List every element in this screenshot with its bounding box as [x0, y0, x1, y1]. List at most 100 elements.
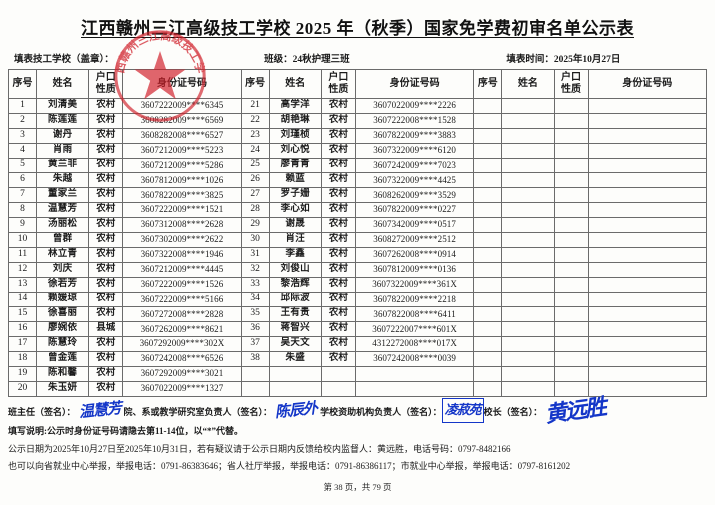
- cell-hukou: 农村: [88, 380, 124, 397]
- cell-hukou: [553, 112, 589, 129]
- cell-id: [587, 142, 708, 159]
- signature-row: 班主任（签名）： 温慧芳 院、系或教学研究室负责人（签名）： 陈辰外 学校资助机…: [8, 393, 707, 426]
- cell-id: [587, 202, 708, 219]
- cell-id: 3607322009****4425: [354, 172, 475, 189]
- cell-id: 3608282009****6569: [122, 112, 242, 129]
- cell-id: [587, 336, 708, 353]
- table-row: 14 赖媛琼 农村 3607222009****5166 34 邱际波 农村 36078220…: [7, 291, 708, 308]
- cell-name: 刘庆: [36, 261, 90, 278]
- header-hukou-line1: 户口: [95, 72, 116, 84]
- cell-id: 3607822008****6411: [354, 306, 475, 323]
- header-hukou-line2: 性质: [561, 83, 582, 95]
- cell-id: 3607822009****3825: [122, 187, 242, 204]
- cell-name: 董家兰: [36, 187, 90, 204]
- cell-id: 3607812009****1026: [122, 172, 242, 189]
- cell-id: 3607212009****5223: [122, 142, 242, 159]
- cell-id: 3607222009****6345: [122, 97, 242, 114]
- cell-seq: 36: [240, 321, 270, 338]
- cell-id: [587, 127, 708, 144]
- cell-seq: 31: [240, 246, 270, 263]
- cell-id: [587, 157, 708, 174]
- header-hukou-1: 户口 性质: [88, 68, 124, 99]
- cell-hukou: 农村: [88, 365, 124, 382]
- fill-date-label: 填表时间：2025年10月27日: [506, 54, 621, 65]
- banzhuren-signature: 温慧芳: [77, 400, 122, 421]
- header-hukou-line1: 户口: [328, 72, 349, 84]
- table-row: 18 曾金莲 农村 3607242008****6526 38 朱盛 农村 360724200…: [7, 351, 708, 367]
- cell-hukou: 农村: [88, 157, 124, 174]
- cell-name: [501, 157, 555, 174]
- cell-hukou: [553, 172, 589, 189]
- cell-id: 3607822009****0227: [354, 202, 475, 219]
- cell-name: [501, 231, 555, 248]
- cell-hukou: 农村: [88, 172, 124, 189]
- cell-hukou: [553, 97, 589, 114]
- cell-hukou: 农村: [320, 202, 356, 219]
- cell-hukou: 农村: [320, 336, 356, 353]
- table-row: 9 汤丽松 农村 3607312008****2628 29 谢晟 农村 3607342009…: [7, 217, 708, 233]
- cell-id: [587, 112, 708, 129]
- table-row: 15 徐喜丽 农村 3607272008****2828 35 王有贵 农村 36078220…: [7, 306, 708, 323]
- cell-hukou: 农村: [88, 261, 124, 278]
- cell-id: [587, 321, 708, 338]
- header-id-2: 身份证号码: [354, 68, 475, 99]
- cell-name: 朱盛: [268, 351, 322, 367]
- cell-hukou: 农村: [88, 291, 124, 308]
- header-hukou-2: 户口 性质: [320, 68, 356, 99]
- cell-name: 蒋智兴: [268, 321, 322, 338]
- cell-name: 李鑫: [268, 246, 322, 263]
- table-row: 1 刘清美 农村 3607222009****6345 21 高学洋 农村 360702200…: [7, 97, 708, 114]
- header-seq-2: 序号: [240, 68, 270, 99]
- cell-id: 3607822009****2218: [354, 291, 475, 308]
- cell-id: 3607292009****302X: [122, 336, 242, 353]
- cell-name: 刘瑾桢: [268, 127, 322, 144]
- cell-name: 刘俊山: [268, 261, 322, 278]
- cell-id: 3607262008****0914: [354, 246, 475, 263]
- cell-seq: 37: [240, 336, 270, 353]
- zizhu-label: 学校资助机构负责人（签名）：: [320, 406, 442, 417]
- header-id-3: 身份证号码: [587, 68, 708, 99]
- cell-seq: 4: [7, 142, 38, 159]
- cell-name: [501, 306, 555, 323]
- cell-name: 朱越: [36, 172, 90, 189]
- cell-seq: [473, 157, 503, 174]
- table-row: 17 陈慧玲 农村 3607292009****302X 37 吴天文 农村 43122720…: [7, 336, 708, 353]
- cell-id: [587, 231, 708, 248]
- cell-hukou: 农村: [320, 187, 356, 204]
- cell-hukou: [553, 127, 589, 144]
- table-row: 10 曾群 农村 3607302009****2622 30 肖汪 农村 3608272009…: [7, 231, 708, 248]
- cell-seq: 2: [7, 112, 38, 129]
- cell-name: 廖婉依: [36, 321, 90, 338]
- form-meta-row: 填表技工学校（盖章）： 班级：24秋护理三班 填表时间：2025年10月27日: [8, 51, 707, 69]
- cell-hukou: 县城: [88, 321, 124, 338]
- cell-id: 3607322009****6120: [354, 142, 475, 159]
- cell-name: [501, 321, 555, 338]
- table-row: 13 徐若芳 农村 3607222009****1526 33 黎浩辉 农村 36073220…: [7, 276, 708, 293]
- cell-name: [268, 365, 322, 382]
- cell-seq: 19: [7, 365, 38, 382]
- cell-name: 胡艳琳: [268, 112, 322, 129]
- cell-id: 3607292009****3021: [122, 365, 242, 382]
- cell-name: 陈慧玲: [36, 336, 90, 353]
- cell-name: [268, 380, 322, 397]
- cell-id: 3607022009****2226: [354, 97, 475, 114]
- cell-seq: [473, 321, 503, 338]
- cell-hukou: 农村: [320, 127, 356, 144]
- cell-seq: 15: [7, 306, 38, 323]
- header-hukou-3: 户口 性质: [553, 68, 589, 99]
- cell-id: 3608272009****2512: [354, 231, 475, 248]
- cell-name: 赖蓝: [268, 172, 322, 189]
- table-row: 3 谢丹 农村 3608282008****6527 23 刘瑾桢 农村 3607822009…: [7, 127, 708, 144]
- zizhu-signature: 凌菽苑: [441, 398, 484, 424]
- cell-name: [501, 142, 555, 159]
- cell-seq: [473, 97, 503, 114]
- cell-seq: 38: [240, 351, 270, 367]
- cell-name: [501, 276, 555, 293]
- cell-hukou: 农村: [88, 202, 124, 219]
- cell-hukou: [553, 157, 589, 174]
- cell-seq: 12: [7, 261, 38, 278]
- cell-seq: 25: [240, 157, 270, 174]
- cell-hukou: [320, 365, 356, 382]
- cell-hukou: [553, 187, 589, 204]
